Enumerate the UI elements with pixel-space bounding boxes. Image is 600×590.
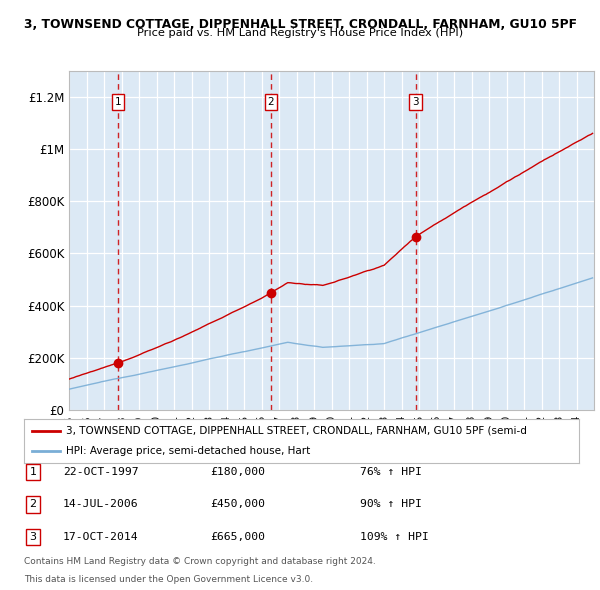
Text: 2: 2 [268, 97, 274, 107]
Text: 1: 1 [115, 97, 121, 107]
Text: Price paid vs. HM Land Registry's House Price Index (HPI): Price paid vs. HM Land Registry's House … [137, 28, 463, 38]
Text: 1: 1 [29, 467, 37, 477]
Text: 3: 3 [29, 532, 37, 542]
Text: 3: 3 [412, 97, 419, 107]
Text: 17-OCT-2014: 17-OCT-2014 [63, 532, 139, 542]
Text: 109% ↑ HPI: 109% ↑ HPI [360, 532, 429, 542]
Text: 3, TOWNSEND COTTAGE, DIPPENHALL STREET, CRONDALL, FARNHAM, GU10 5PF (semi-d: 3, TOWNSEND COTTAGE, DIPPENHALL STREET, … [65, 426, 527, 436]
Text: 14-JUL-2006: 14-JUL-2006 [63, 500, 139, 509]
Text: 3, TOWNSEND COTTAGE, DIPPENHALL STREET, CRONDALL, FARNHAM, GU10 5PF: 3, TOWNSEND COTTAGE, DIPPENHALL STREET, … [23, 18, 577, 31]
Text: 22-OCT-1997: 22-OCT-1997 [63, 467, 139, 477]
Text: This data is licensed under the Open Government Licence v3.0.: This data is licensed under the Open Gov… [24, 575, 313, 584]
Text: £180,000: £180,000 [210, 467, 265, 477]
Text: £450,000: £450,000 [210, 500, 265, 509]
Text: 90% ↑ HPI: 90% ↑ HPI [360, 500, 422, 509]
Text: 2: 2 [29, 500, 37, 509]
Text: HPI: Average price, semi-detached house, Hart: HPI: Average price, semi-detached house,… [65, 446, 310, 456]
Text: Contains HM Land Registry data © Crown copyright and database right 2024.: Contains HM Land Registry data © Crown c… [24, 558, 376, 566]
Text: 76% ↑ HPI: 76% ↑ HPI [360, 467, 422, 477]
Text: £665,000: £665,000 [210, 532, 265, 542]
